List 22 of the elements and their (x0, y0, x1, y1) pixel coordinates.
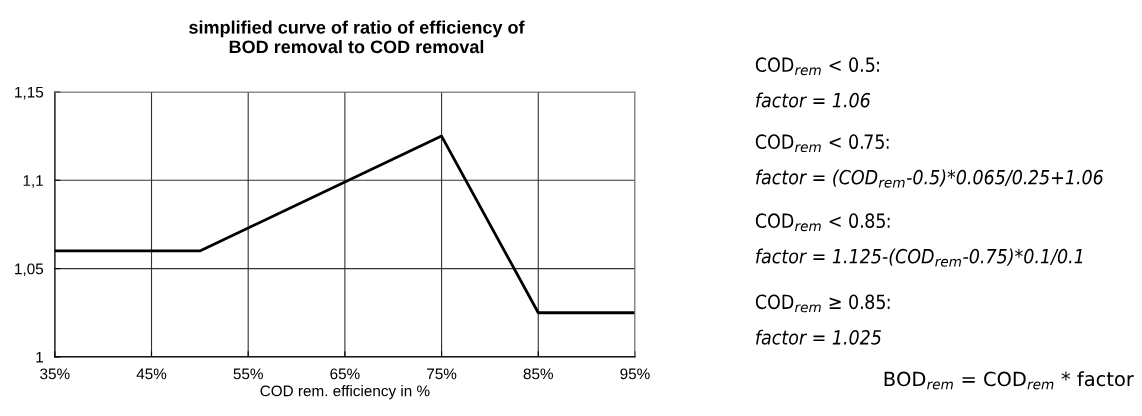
x-tick-label: 85% (523, 368, 554, 380)
text: COD$_{rem}$ ≥ 0.85: (755, 294, 890, 313)
y-tick-label: 1,1 (23, 175, 43, 188)
chart-title: simplified curve of ratio of efficiency of BOD removal to COD removal (189, 20, 525, 54)
y-tick-label: 1 (36, 351, 43, 363)
text: factor = (COD$_{rem}$-0.5)*0.065/0.25+1.06 (756, 169, 1103, 188)
x-axis-title: COD rem. efficiency in % (260, 385, 430, 400)
text: COD$_{rem}$ < 0.85: (755, 213, 890, 232)
text: factor = 1.125-(COD$_{rem}$-0.75)*0.1/0.1 (756, 248, 1083, 267)
text: BOD$_{rem}$ = COD$_{rem}$ * factor (884, 371, 1134, 390)
y-tick-label: 1,15 (15, 86, 44, 100)
x-tick-label: 65% (330, 368, 360, 380)
y-tick-label: 1,05 (15, 263, 44, 277)
x-tick-label: 45% (136, 368, 167, 380)
x-tick-label: 95% (620, 368, 650, 380)
text: factor = 1.06 (756, 92, 871, 108)
text: factor = 1.025 (756, 329, 881, 345)
text: COD$_{rem}$ < 0.5: (755, 57, 879, 76)
text: COD$_{rem}$ < 0.75: (755, 134, 889, 153)
x-tick-label: 55% (233, 368, 263, 380)
x-tick-label: 35% (40, 368, 70, 380)
x-tick-label: 75% (427, 368, 457, 380)
